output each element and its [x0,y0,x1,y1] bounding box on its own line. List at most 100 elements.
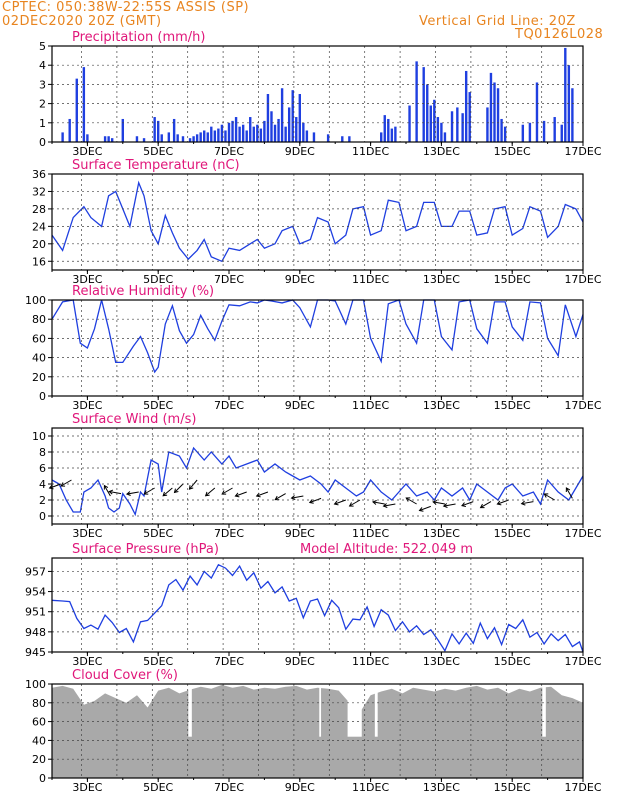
precipitation-ytick-label: 5 [39,40,46,53]
wind-arrow [405,497,417,505]
temperature-xtick-label: 9DEC [285,273,315,286]
temperature-ytick-label: 16 [32,255,46,268]
precipitation-bar [270,111,273,142]
precipitation-xtick-label: 7DEC [214,145,244,158]
precipitation-bar [172,118,176,142]
wind-panel: Surface Wind (m/s) 0 2 4 6 8 10 3DEC 5DEC 7DEC 9DE… [32,412,602,540]
wind-arrow [348,499,361,507]
temperature-frame [51,173,584,271]
wind-arrow [565,487,573,499]
wind-ytick-label: 6 [39,462,46,475]
precipitation-bar [500,118,503,142]
cloud-gap [374,685,378,737]
humidity-ytick-label: 60 [32,332,46,345]
cloud-xtick-label: 9DEC [285,781,315,794]
pressure-xtick-label: 11DEC [352,655,389,668]
pressure-xtick-label: 3DEC [72,655,102,668]
pressure-xtick-label: 15DEC [494,655,531,668]
precipitation-bar [302,122,305,142]
precipitation-bar [142,138,146,142]
wind-ytick-label: 4 [39,478,46,491]
cloud-gap [188,685,192,737]
wind-ytick-label: 0 [39,510,46,523]
humidity-ytick-label: 80 [32,313,46,326]
wind-arrow [103,484,111,497]
wind-arrow [479,501,492,509]
cloud-gap [347,685,362,737]
precipitation-bar [380,132,383,142]
precipitation-bar [564,47,567,142]
precipitation-bar [429,105,432,142]
precipitation-xtick-label: 15DEC [494,145,531,158]
pressure-ytick-label: 945 [25,646,46,659]
wind-arrow [371,500,385,505]
header-station: CPTEC: 050:38W-22:55S ASSIS (SP) [2,0,250,15]
wind-frame [51,427,584,525]
pressure-annotation: Model Altitude: 522.049 m [300,542,473,557]
precipitation-bar [241,124,245,142]
precipitation-bar [245,130,248,142]
temperature-ytick-label: 36 [32,168,46,181]
precipitation-bar [227,122,231,142]
precipitation-bar [298,94,301,142]
precipitation-bar [238,126,241,142]
wind-line [51,446,584,517]
wind-arrow [173,483,184,494]
precipitation-bar [287,107,291,142]
pressure-xtick-label: 5DEC [143,655,173,668]
precipitation-bar [456,107,459,142]
precipitation-bar [135,136,139,142]
cloud-ytick-label: 40 [32,734,46,747]
precipitation-bar [521,124,525,142]
precipitation-bar [188,138,192,142]
precipitation-bar [192,136,195,142]
precipitation-bar [121,118,124,142]
precipitation-bar [259,128,263,142]
temperature-ytick-label: 28 [32,203,46,216]
temperature-ytick-label: 24 [32,220,46,233]
precipitation-bar [234,117,238,142]
precipitation-bar [394,126,397,142]
precipitation-bar [461,113,464,142]
wind-arrow [274,493,286,501]
wind-arrow [188,479,198,490]
precipitation-bar [341,136,344,142]
wind-xtick-label: 7DEC [214,527,244,540]
pressure-panel: Surface Pressure (hPa) Model Altitude: 52… [25,542,602,668]
temperature-panel: Surface Temperature (nC) 16 20 24 28 32 36 3DEC… [32,158,602,286]
precipitation-bar [440,122,443,142]
cloud-ytick-label: 60 [32,716,46,729]
wind-arrow [543,493,555,501]
precipitation-bar [284,126,287,142]
pressure-ytick-label: 954 [25,586,46,599]
wind-xtick-label: 9DEC [285,527,315,540]
pressure-line [51,563,584,653]
precipitation-bar [383,115,386,142]
precipitation-ytick-label: 2 [39,98,46,111]
pressure-xtick-label: 13DEC [423,655,460,668]
temperature-title: Surface Temperature (nC) [72,158,240,173]
wind-arrow [520,500,534,506]
precipitation-bar [167,132,171,142]
precipitation-bar [103,136,107,142]
wind-ytick-label: 2 [39,494,46,507]
precipitation-xtick-label: 3DEC [72,145,102,158]
temperature-ytick-label: 32 [32,185,46,198]
temperature-xtick-label: 5DEC [143,273,173,286]
precipitation-bar [535,82,539,142]
header-grid-note: Vertical Grid Line: 20Z [419,14,576,29]
cloud-ytick-label: 100 [25,678,46,691]
temperature-xtick-label: 11DEC [352,273,389,286]
precipitation-bar [560,124,563,142]
wind-ytick-label: 10 [32,430,46,443]
precipitation-bar [68,118,71,142]
header-code: TQ0126L028 [515,27,604,42]
precipitation-title: Precipitation (mm/h) [72,30,205,45]
humidity-ytick-label: 20 [32,371,46,384]
precipitation-bar [305,130,309,142]
precipitation-bar [86,134,89,142]
cloud-panel: Cloud Cover (%) 0 20 40 60 80 100 3DEC 5DEC 7DEC 9… [25,668,602,794]
precipitation-bar [450,111,454,142]
cloud-gap [542,685,546,737]
